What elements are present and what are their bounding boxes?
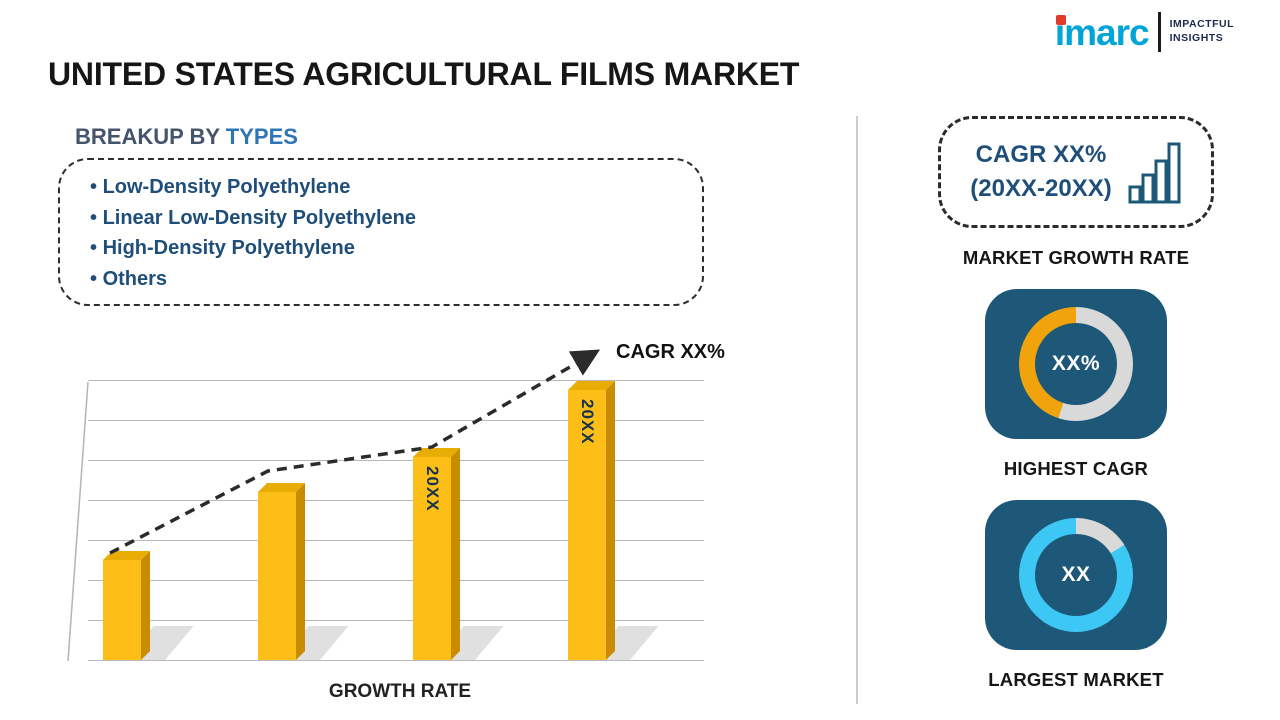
- cagr-line1: CAGR XX%: [975, 141, 1107, 169]
- highest-cagr-donut: XX%: [1019, 307, 1133, 421]
- type-item: Others: [90, 264, 702, 295]
- highest-cagr-label: HIGHEST CAGR: [1003, 458, 1149, 479]
- bar-year-3-label: 20XX: [423, 466, 442, 512]
- market-growth-rate-label: MARKET GROWTH RATE: [962, 247, 1190, 268]
- breakup-heading: BREAKUP BY TYPES: [75, 124, 298, 150]
- page-title: UNITED STATES AGRICULTURAL FILMS MARKET: [48, 56, 800, 92]
- type-item: High-Density Polyethylene: [90, 233, 702, 264]
- right-panel: CAGR XX% (20XX-20XX) MARKET GROWTH RATE …: [902, 116, 1250, 691]
- largest-market-value: XX: [1061, 563, 1091, 586]
- cagr-line2: (20XX-20XX): [970, 175, 1112, 202]
- largest-market-donut: XX: [1019, 518, 1133, 632]
- highest-cagr-tile: XX%: [985, 289, 1167, 439]
- growth-rate-chart: 20XX 20XX CAGR XX% GROWTH RATE: [60, 335, 740, 702]
- imarc-logo: imarc IMPACTFUL INSIGHTS: [1055, 12, 1234, 52]
- breakup-heading-prefix: BREAKUP BY: [75, 124, 220, 149]
- logo-divider: [1157, 12, 1161, 52]
- imarc-brand: imarc: [1054, 11, 1150, 53]
- market-growth-rate-box: CAGR XX% (20XX-20XX): [938, 116, 1214, 228]
- breakup-heading-highlight: TYPES: [225, 124, 298, 149]
- logo-tagline-line2: INSIGHTS: [1169, 32, 1224, 44]
- cagr-text: CAGR XX% (20XX-20XX): [970, 138, 1111, 205]
- logo-tagline-line1: IMPACTFUL: [1169, 18, 1234, 31]
- bar-year-2: [258, 492, 296, 660]
- imarc-brand-text: imarc: [1054, 11, 1150, 53]
- highest-cagr-value: XX%: [1051, 352, 1101, 375]
- logo-tagline: IMPACTFUL INSIGHTS: [1170, 18, 1234, 45]
- bar-chart-icon: [1128, 142, 1181, 204]
- bar-year-1: [103, 560, 141, 660]
- trend-cagr-label: CAGR XX%: [616, 341, 725, 363]
- imarc-red-dot-icon: [1055, 14, 1066, 25]
- type-item: Linear Low-Density Polyethylene: [90, 203, 702, 234]
- bar-year-4-label: 20XX: [578, 399, 597, 445]
- types-box: Low-Density Polyethylene Linear Low-Dens…: [58, 158, 704, 306]
- largest-market-tile: XX: [985, 500, 1167, 650]
- x-axis-label: GROWTH RATE: [328, 681, 472, 702]
- bar-year-4: 20XX: [568, 390, 606, 660]
- section-divider: [856, 116, 858, 704]
- types-list: Low-Density Polyethylene Linear Low-Dens…: [60, 172, 702, 294]
- bar-year-3: 20XX: [413, 457, 451, 660]
- type-item: Low-Density Polyethylene: [90, 172, 702, 203]
- largest-market-label: LARGEST MARKET: [988, 669, 1164, 690]
